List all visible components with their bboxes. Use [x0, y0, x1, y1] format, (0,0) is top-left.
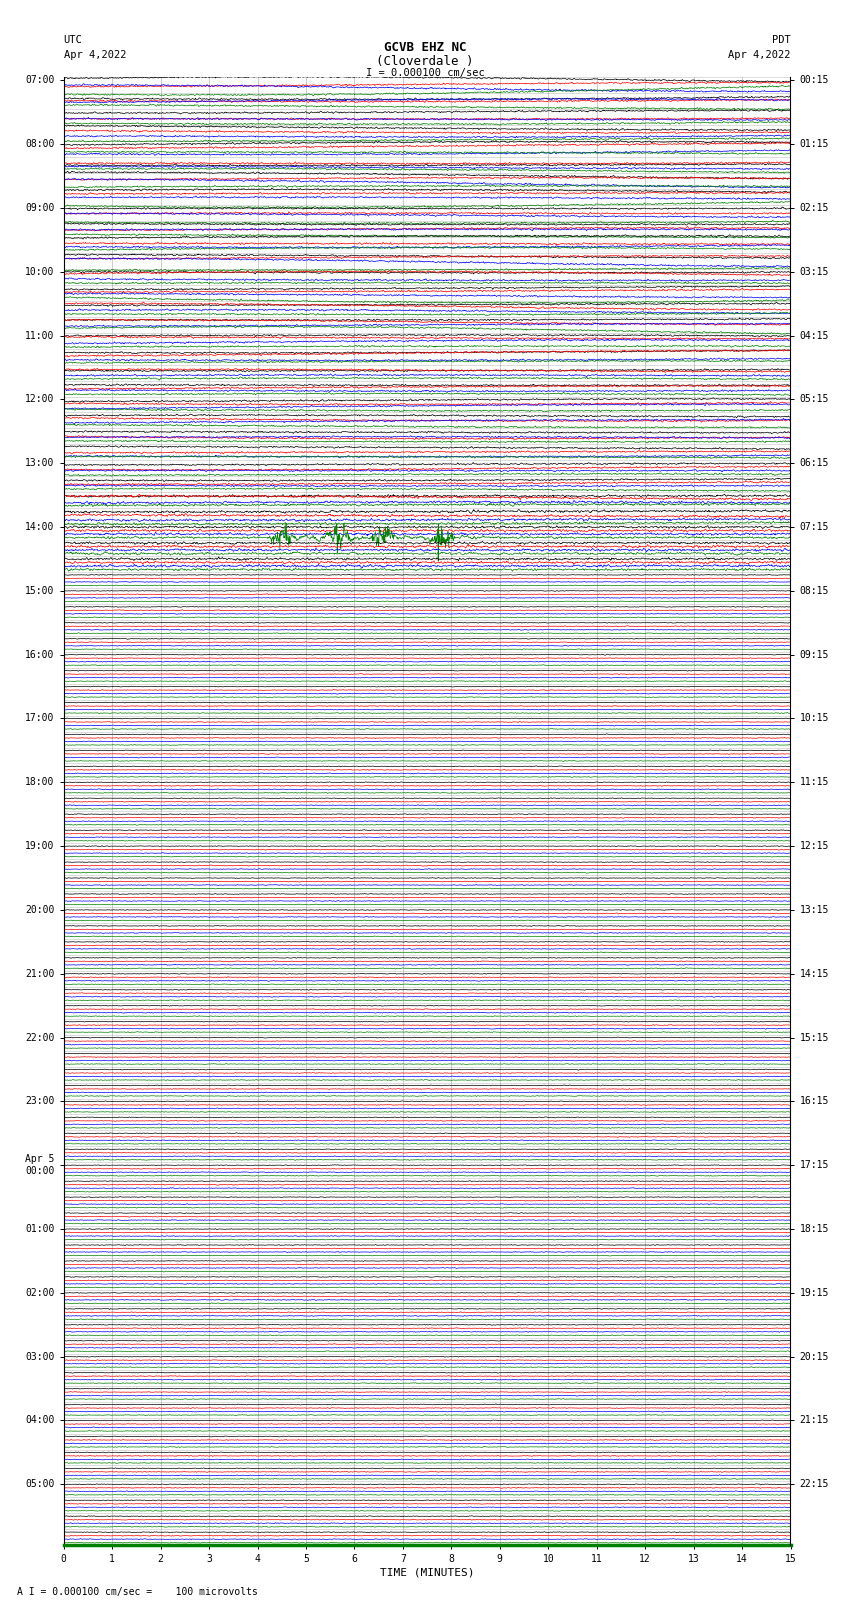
Text: PDT: PDT — [772, 35, 791, 45]
X-axis label: TIME (MINUTES): TIME (MINUTES) — [380, 1568, 474, 1578]
Text: Apr 4,2022: Apr 4,2022 — [64, 50, 127, 60]
Text: Apr 4,2022: Apr 4,2022 — [728, 50, 791, 60]
Text: A I = 0.000100 cm/sec =    100 microvolts: A I = 0.000100 cm/sec = 100 microvolts — [17, 1587, 258, 1597]
Text: GCVB EHZ NC: GCVB EHZ NC — [383, 40, 467, 55]
Text: (Cloverdale ): (Cloverdale ) — [377, 55, 473, 68]
Text: UTC: UTC — [64, 35, 82, 45]
Text: I = 0.000100 cm/sec: I = 0.000100 cm/sec — [366, 68, 484, 77]
